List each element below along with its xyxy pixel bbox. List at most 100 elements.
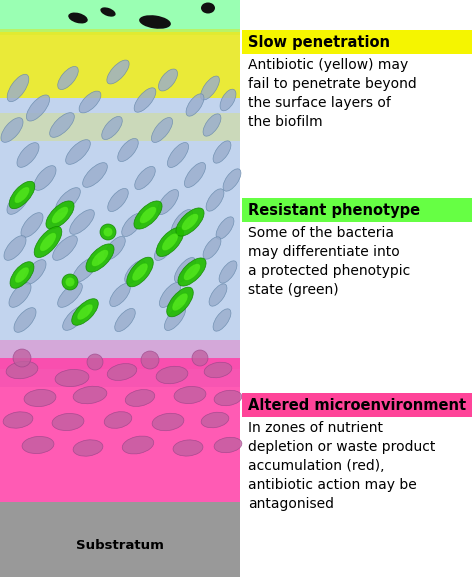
Ellipse shape — [100, 224, 116, 240]
Ellipse shape — [151, 118, 173, 143]
Ellipse shape — [73, 440, 103, 456]
Ellipse shape — [22, 436, 54, 454]
Ellipse shape — [109, 283, 130, 306]
Ellipse shape — [107, 364, 137, 380]
Bar — [0, 358, 240, 508]
Ellipse shape — [152, 413, 184, 430]
Text: Substratum: Substratum — [76, 539, 164, 552]
Ellipse shape — [9, 181, 35, 209]
Ellipse shape — [86, 244, 114, 272]
Ellipse shape — [167, 143, 189, 167]
Ellipse shape — [157, 189, 179, 215]
Bar — [0, 98, 240, 387]
Ellipse shape — [72, 299, 98, 325]
Ellipse shape — [158, 69, 177, 91]
Ellipse shape — [55, 188, 81, 212]
Ellipse shape — [172, 209, 192, 234]
Ellipse shape — [139, 15, 171, 29]
Ellipse shape — [216, 217, 234, 239]
Ellipse shape — [105, 237, 125, 260]
Ellipse shape — [73, 386, 107, 404]
Ellipse shape — [21, 213, 43, 237]
Ellipse shape — [167, 287, 193, 317]
Ellipse shape — [66, 140, 91, 164]
Ellipse shape — [50, 113, 74, 137]
Ellipse shape — [68, 13, 88, 24]
Ellipse shape — [55, 369, 89, 387]
Ellipse shape — [174, 257, 196, 283]
Bar — [240, 0, 474, 577]
Ellipse shape — [134, 88, 156, 113]
Ellipse shape — [219, 261, 237, 283]
Ellipse shape — [213, 141, 231, 163]
Ellipse shape — [183, 264, 201, 280]
Ellipse shape — [58, 66, 78, 89]
Ellipse shape — [6, 361, 38, 379]
Ellipse shape — [87, 354, 103, 370]
Ellipse shape — [184, 163, 206, 188]
Ellipse shape — [108, 189, 128, 212]
Ellipse shape — [52, 413, 84, 430]
Ellipse shape — [176, 208, 204, 236]
Ellipse shape — [52, 207, 68, 223]
Ellipse shape — [122, 436, 154, 454]
Ellipse shape — [141, 351, 159, 369]
Ellipse shape — [135, 167, 155, 189]
Ellipse shape — [214, 390, 242, 406]
Ellipse shape — [82, 163, 107, 188]
Text: Slow penetration: Slow penetration — [248, 35, 390, 50]
Ellipse shape — [182, 213, 199, 230]
Ellipse shape — [7, 190, 29, 214]
Ellipse shape — [155, 235, 175, 260]
Ellipse shape — [159, 283, 181, 308]
Ellipse shape — [91, 250, 109, 267]
Ellipse shape — [70, 209, 94, 234]
Ellipse shape — [132, 263, 148, 281]
Ellipse shape — [134, 201, 162, 229]
Ellipse shape — [27, 95, 50, 121]
Ellipse shape — [77, 304, 93, 320]
Ellipse shape — [122, 213, 142, 237]
Ellipse shape — [34, 166, 56, 190]
Ellipse shape — [139, 207, 156, 223]
Ellipse shape — [206, 189, 224, 211]
Ellipse shape — [220, 89, 236, 111]
Text: Antibiotic (yellow) may
fail to penetrate beyond
the surface layers of
the biofi: Antibiotic (yellow) may fail to penetrat… — [248, 58, 417, 129]
Ellipse shape — [201, 76, 219, 100]
Ellipse shape — [73, 258, 97, 282]
Ellipse shape — [9, 283, 31, 308]
Ellipse shape — [100, 8, 116, 17]
Bar — [0, 502, 240, 577]
Ellipse shape — [204, 362, 232, 378]
Ellipse shape — [125, 389, 155, 406]
Ellipse shape — [40, 233, 56, 252]
Ellipse shape — [127, 257, 153, 287]
Ellipse shape — [10, 262, 34, 288]
Ellipse shape — [178, 258, 206, 286]
Ellipse shape — [125, 260, 146, 283]
Bar — [242, 393, 472, 417]
Ellipse shape — [13, 349, 31, 367]
Ellipse shape — [53, 235, 77, 260]
Ellipse shape — [118, 138, 138, 162]
Ellipse shape — [173, 440, 203, 456]
Ellipse shape — [46, 201, 74, 229]
Ellipse shape — [65, 277, 75, 287]
Ellipse shape — [156, 366, 188, 384]
Ellipse shape — [1, 118, 23, 143]
Ellipse shape — [192, 350, 208, 366]
Bar — [0, 340, 240, 369]
Ellipse shape — [34, 226, 62, 257]
Ellipse shape — [4, 235, 26, 260]
Ellipse shape — [63, 306, 87, 331]
Text: In zones of nutrient
depletion or waste product
accumulation (red),
antibiotic a: In zones of nutrient depletion or waste … — [248, 421, 436, 511]
Bar — [0, 113, 240, 141]
Bar — [242, 198, 472, 222]
Ellipse shape — [223, 169, 241, 191]
Ellipse shape — [7, 74, 29, 102]
Ellipse shape — [172, 293, 188, 311]
Ellipse shape — [162, 233, 178, 251]
Ellipse shape — [201, 2, 215, 13]
Ellipse shape — [214, 437, 242, 453]
Ellipse shape — [24, 260, 46, 284]
